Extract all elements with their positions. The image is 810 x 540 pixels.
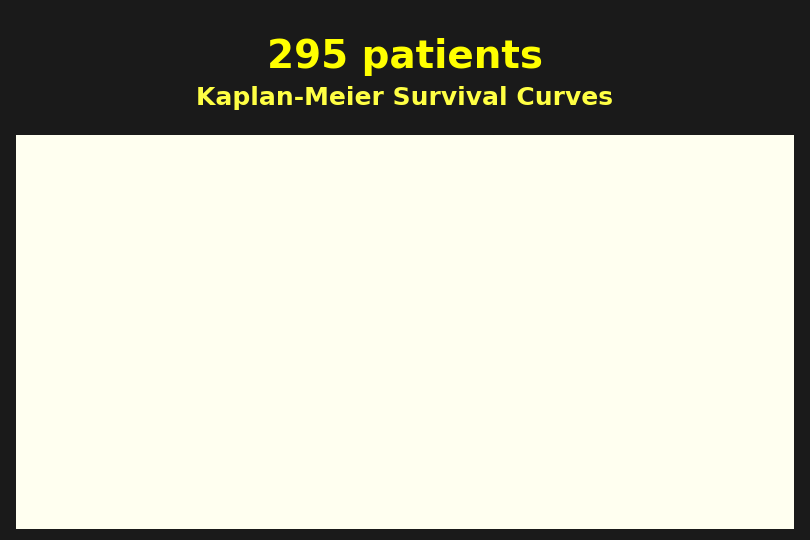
Text: 44: 44 <box>731 516 744 526</box>
Text: 66: 66 <box>681 516 695 526</box>
Text: 113: 113 <box>581 516 600 526</box>
Text: 295 patients: 295 patients <box>267 38 543 76</box>
Legend: Poor profile (180), Good profile (115): Poor profile (180), Good profile (115) <box>499 397 646 432</box>
Text: 22: 22 <box>779 516 792 526</box>
Text: 18: 18 <box>375 516 389 526</box>
X-axis label: time (years): time (years) <box>580 465 699 485</box>
Text: 36: 36 <box>326 516 339 526</box>
Text: 87: 87 <box>228 516 242 526</box>
Y-axis label: survival: survival <box>442 251 461 321</box>
Text: 111: 111 <box>128 516 147 526</box>
Text: 107: 107 <box>177 516 197 526</box>
Text: 92: 92 <box>633 516 646 526</box>
Text: 59: 59 <box>278 516 291 526</box>
Text: 115: 115 <box>483 516 503 526</box>
Text: 114: 114 <box>532 516 552 526</box>
Legend: Poor profile (180), Good profile (115): Poor profile (180), Good profile (115) <box>95 397 241 432</box>
Y-axis label: metastases-free: metastases-free <box>39 213 57 360</box>
Text: 115: 115 <box>79 516 99 526</box>
X-axis label: time (years): time (years) <box>176 465 295 485</box>
Text: Kaplan-Meier Survival Curves: Kaplan-Meier Survival Curves <box>197 86 613 110</box>
